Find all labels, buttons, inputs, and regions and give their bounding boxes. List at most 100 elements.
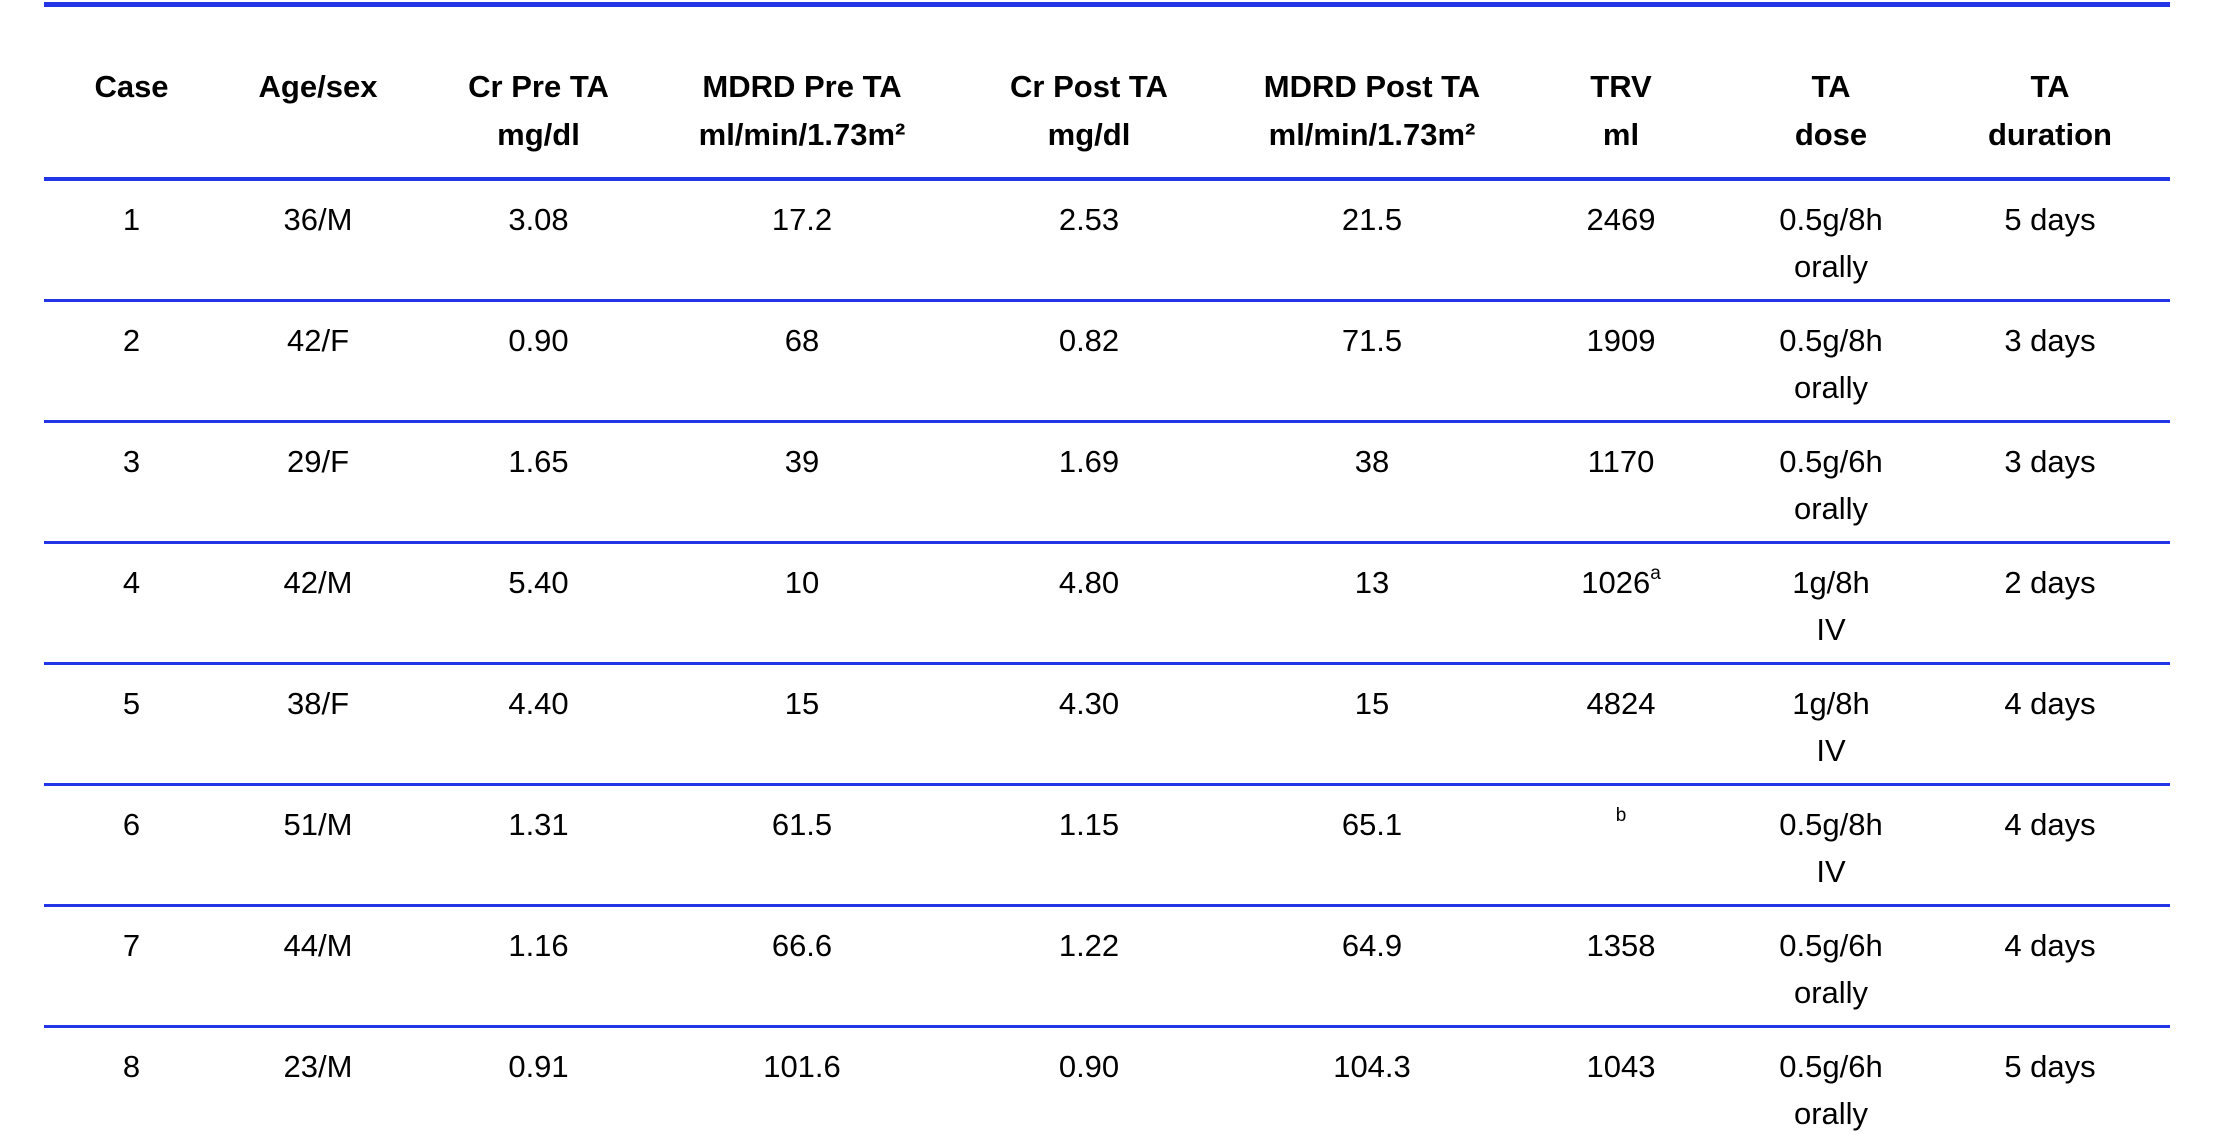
table-row: 7 44/M 1.16 66.6 1.22 64.9 1358 0.5g/6h … [44, 906, 2170, 1027]
cell-ta-duration: 5 days [2004, 202, 2096, 237]
cell-mdrd-pre-ta: 66.6 [771, 928, 833, 963]
cell-age-sex: 38/F [286, 686, 350, 721]
cell-ta-dose: 0.5g/6h orally [1732, 906, 1930, 1027]
cell-mdrd-pre-ta: 15 [784, 686, 820, 721]
cell-cr-pre-ta: 3.08 [508, 202, 569, 237]
cell-cr-pre-ta: 1.31 [508, 807, 569, 842]
cell-mdrd-post-ta: 38 [1354, 444, 1390, 479]
ta-dose-route: orally [1793, 491, 1869, 526]
column-header-label: MDRD Pre TA [702, 69, 902, 104]
trv-value: 1043 [1586, 1049, 1656, 1084]
cell-cr-post-ta: 1.69 [1058, 444, 1120, 479]
cell-ta-dose: 0.5g/6h orally [1732, 1027, 1930, 1146]
ta-dose-route: orally [1793, 370, 1869, 405]
cell-ta-duration: 5 days [2004, 1049, 2096, 1084]
cell-trv: 1358 [1510, 906, 1732, 1027]
cell-cr-post-ta: 0.82 [1058, 323, 1120, 358]
column-header-unit [44, 111, 219, 159]
table-row: 2 42/F 0.90 68 0.82 71.5 1909 0.5g/8h or… [44, 301, 2170, 422]
ta-dose-amount: 0.5g/6h [1779, 444, 1883, 479]
cell-ta-dose: 0.5g/8h IV [1732, 785, 1930, 906]
cell-cr-post-ta: 4.30 [1058, 686, 1120, 721]
ta-dose-route: orally [1793, 1096, 1869, 1131]
ta-dose-amount: 0.5g/8h [1779, 323, 1883, 358]
cell-cr-pre-ta: 1.16 [508, 928, 569, 963]
cell-trv: 2469 [1510, 179, 1732, 301]
ta-dose-route: orally [1793, 975, 1869, 1010]
column-header-age-sex: Age/sex [219, 5, 417, 180]
trv-value: 1909 [1586, 323, 1656, 358]
cell-ta-dose: 1g/8h IV [1732, 543, 1930, 664]
cell-age-sex: 23/M [283, 1049, 353, 1084]
cell-cr-post-ta: 0.90 [1058, 1049, 1120, 1084]
cell-case: 1 [122, 202, 141, 237]
column-header-ta-duration: TA duration [1930, 5, 2170, 180]
cell-trv: 1043 [1510, 1027, 1732, 1146]
cell-mdrd-post-ta: 13 [1354, 565, 1390, 600]
ta-dose-amount: 0.5g/6h [1779, 928, 1883, 963]
cell-age-sex: 42/F [286, 323, 350, 358]
cell-age-sex: 42/M [283, 565, 353, 600]
cell-case: 8 [122, 1049, 141, 1084]
trv-value: 4824 [1586, 686, 1656, 721]
cell-cr-pre-ta: 0.91 [508, 1049, 569, 1084]
trv-footnote-marker: b [1615, 805, 1627, 826]
cell-ta-dose: 0.5g/8h orally [1732, 301, 1930, 422]
cell-case: 3 [122, 444, 141, 479]
ta-dose-route: IV [1816, 854, 1846, 889]
cell-mdrd-pre-ta: 39 [784, 444, 820, 479]
ta-dose-amount: 1g/8h [1792, 686, 1870, 721]
cell-cr-pre-ta: 1.65 [508, 444, 569, 479]
cell-case: 5 [122, 686, 141, 721]
cell-cr-pre-ta: 0.90 [508, 323, 569, 358]
cell-age-sex: 29/F [286, 444, 350, 479]
cell-trv: 4824 [1510, 664, 1732, 785]
ta-dose-route: IV [1816, 612, 1846, 647]
column-header-cr-pre-ta: Cr Pre TA mg/dl [417, 5, 660, 180]
cell-case: 4 [122, 565, 141, 600]
column-header-unit: mg/dl [1047, 117, 1131, 152]
column-header-unit: ml/min/1.73m² [698, 117, 906, 152]
cell-ta-duration: 2 days [2004, 565, 2096, 600]
ta-dose-amount: 0.5g/6h [1779, 1049, 1883, 1084]
column-header-ta-dose: TA dose [1732, 5, 1930, 180]
ta-dose-amount: 0.5g/8h [1779, 202, 1883, 237]
ta-dose-amount: 0.5g/8h [1779, 807, 1883, 842]
header-row: Case Age/sex Cr Pre TA mg/dl MDRD Pre TA… [44, 5, 2170, 180]
cell-mdrd-post-ta: 104.3 [1333, 1049, 1411, 1084]
cell-mdrd-post-ta: 15 [1354, 686, 1390, 721]
cell-mdrd-post-ta: 64.9 [1341, 928, 1403, 963]
table-row: 1 36/M 3.08 17.2 2.53 21.5 2469 0.5g/8h … [44, 179, 2170, 301]
cell-cr-post-ta: 1.15 [1058, 807, 1120, 842]
column-header-unit: dose [1794, 117, 1868, 152]
column-header-trv: TRV ml [1510, 5, 1732, 180]
trv-footnote-marker: a [1650, 563, 1661, 584]
column-header-label: Cr Post TA [1010, 69, 1168, 104]
column-header-unit [219, 111, 417, 159]
column-header-unit: mg/dl [497, 117, 580, 152]
cell-mdrd-pre-ta: 10 [784, 565, 820, 600]
cell-case: 6 [122, 807, 141, 842]
ta-dose-amount: 1g/8h [1792, 565, 1870, 600]
cell-trv: 1909 [1510, 301, 1732, 422]
cell-case: 7 [122, 928, 141, 963]
column-header-unit: ml [1602, 117, 1640, 152]
cell-mdrd-pre-ta: 61.5 [771, 807, 833, 842]
cell-trv: 1170 [1510, 422, 1732, 543]
table-row: 8 23/M 0.91 101.6 0.90 104.3 1043 0.5g/6… [44, 1027, 2170, 1146]
column-header-label: TA [1811, 69, 1851, 104]
table-row: 3 29/F 1.65 39 1.69 38 1170 0.5g/6h oral… [44, 422, 2170, 543]
cell-ta-duration: 4 days [2004, 686, 2096, 721]
cell-cr-post-ta: 2.53 [1058, 202, 1120, 237]
column-header-label: MDRD Post TA [1263, 69, 1481, 104]
cell-mdrd-post-ta: 21.5 [1341, 202, 1403, 237]
column-header-unit: duration [1988, 117, 2112, 152]
table-row: 6 51/M 1.31 61.5 1.15 65.1 b 0.5g/8h IV … [44, 785, 2170, 906]
cell-age-sex: 36/M [283, 202, 353, 237]
cell-mdrd-pre-ta: 17.2 [771, 202, 833, 237]
trv-value: 2469 [1586, 202, 1656, 237]
column-header-cr-post-ta: Cr Post TA mg/dl [944, 5, 1234, 180]
cell-ta-dose: 0.5g/6h orally [1732, 422, 1930, 543]
cell-case: 2 [122, 323, 141, 358]
cell-ta-duration: 3 days [2004, 323, 2096, 358]
